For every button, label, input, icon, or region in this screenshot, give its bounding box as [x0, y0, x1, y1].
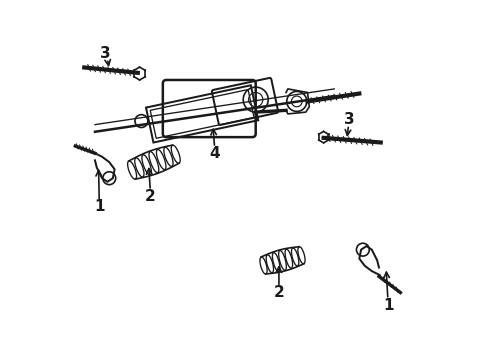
Text: 2: 2 [273, 285, 284, 300]
Text: 3: 3 [99, 46, 110, 61]
Text: 3: 3 [344, 112, 355, 127]
Text: 4: 4 [209, 146, 220, 161]
Text: 1: 1 [94, 199, 104, 214]
Text: 2: 2 [145, 189, 156, 203]
Text: 1: 1 [383, 298, 394, 313]
